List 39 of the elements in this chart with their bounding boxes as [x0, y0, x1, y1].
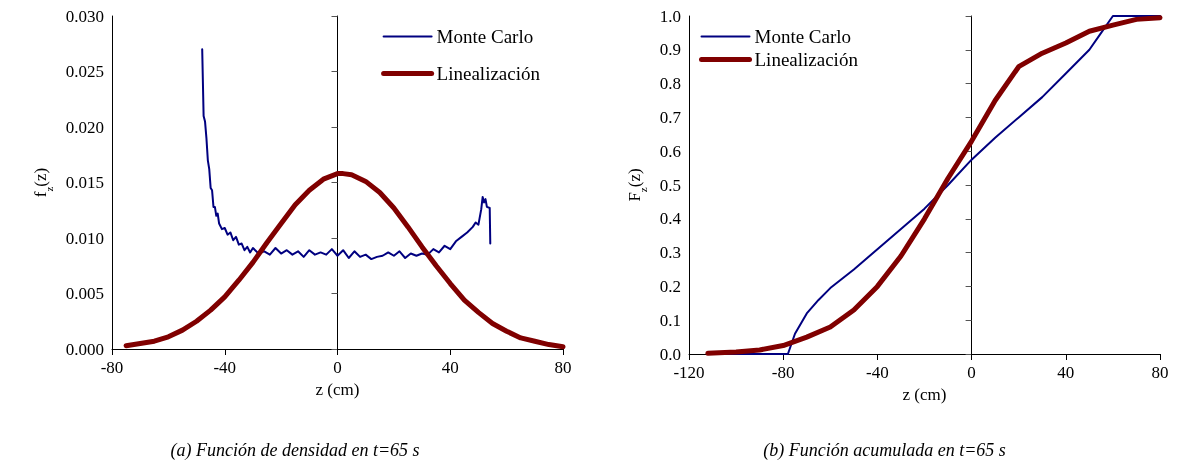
y-tick-label: 0.6 [659, 141, 681, 161]
x-tick-label: -40 [213, 358, 237, 377]
y-tick-label: 0.1 [659, 310, 681, 330]
x-tick-label: -40 [866, 363, 889, 382]
x-tick-label: -80 [100, 358, 124, 377]
y-tick-label: 0.025 [65, 62, 104, 81]
y-tick-label: 0.3 [659, 243, 681, 263]
legend-label: Monte Carlo [436, 26, 534, 47]
x-tick-label: -80 [771, 363, 795, 382]
x-axis-title: z (cm) [315, 379, 360, 399]
x-tick-label: 40 [441, 358, 459, 377]
x-tick-label: 80 [554, 358, 572, 377]
y-tick-label: 0.7 [659, 107, 682, 127]
y-tick-label: 0.9 [659, 40, 681, 60]
y-tick-label: 0.000 [65, 339, 104, 359]
y-tick-label: 0.5 [659, 175, 681, 195]
legend-label: Monte Carlo [754, 26, 852, 47]
text: (a) Función de densidad en t=65 s [170, 440, 420, 461]
y-tick-label: 0.8 [659, 74, 681, 94]
y-tick-label: 0.015 [65, 173, 104, 192]
y-axis-title: Fz(z) [624, 168, 650, 202]
x-tick-label: 40 [1057, 363, 1075, 382]
x-tick-label: -120 [673, 363, 705, 382]
y-tick-label: 0.0 [659, 344, 681, 364]
y-tick-label: 0.005 [65, 284, 104, 303]
legend-label: Linealización [436, 63, 541, 84]
y-tick-label: 1.0 [659, 6, 681, 26]
x-tick-label: 80 [1151, 363, 1169, 382]
y-tick-label: 0.010 [65, 228, 104, 248]
x-tick-label: 0 [967, 363, 976, 382]
y-tick-label: 0.4 [659, 209, 682, 229]
y-tick-label: 0.030 [65, 6, 104, 26]
y-tick-label: 0.020 [65, 117, 104, 137]
y-tick-label: 0.2 [659, 276, 681, 296]
x-tick-label: 0 [333, 358, 342, 377]
text: (b) Función acumulada en t=65 s [763, 440, 1006, 461]
x-axis-title: z (cm) [902, 384, 947, 404]
y-axis-title: fz(z) [30, 167, 56, 198]
legend-label: Linealización [754, 49, 859, 70]
